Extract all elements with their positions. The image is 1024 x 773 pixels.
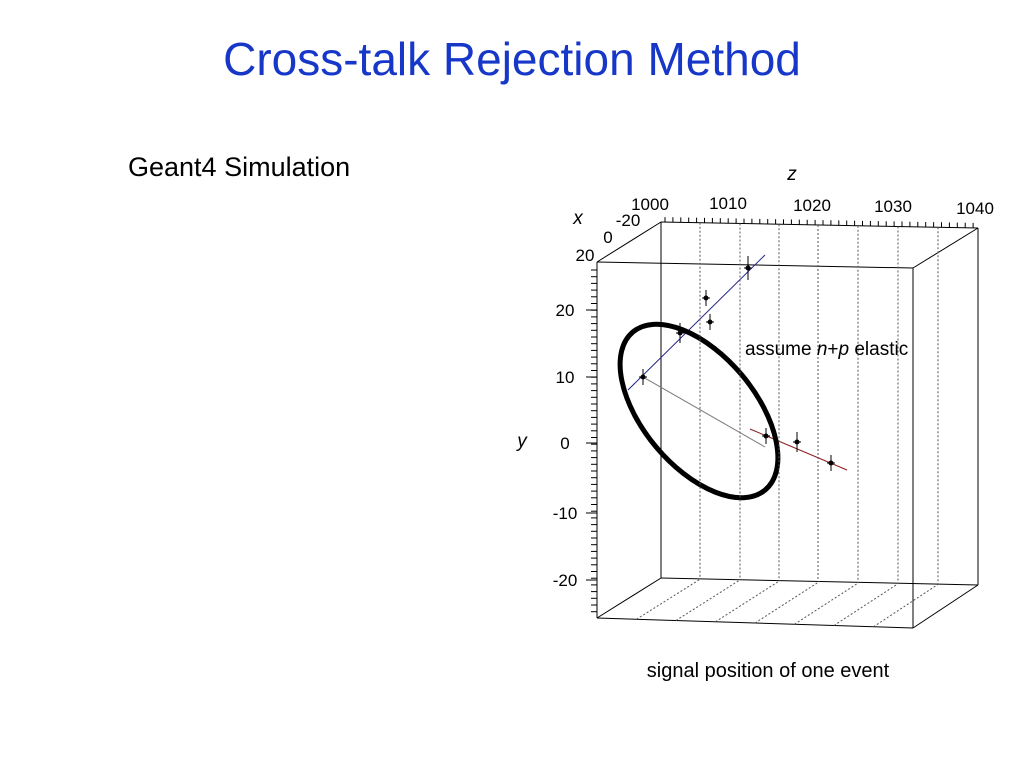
- x-axis-label: x: [572, 208, 584, 229]
- subtitle: Geant4 Simulation: [128, 152, 350, 182]
- x-tick-label: 0: [603, 228, 612, 247]
- grid-line: [794, 581, 860, 625]
- frame: [596, 221, 662, 263]
- y-axis-label: y: [515, 431, 528, 452]
- slide-title: Cross-talk Rejection Method: [223, 33, 801, 85]
- grid-line: [636, 578, 701, 620]
- hit: [763, 433, 769, 439]
- annotation: assume n+p elastic: [745, 339, 908, 360]
- frame: [596, 577, 662, 619]
- highlight-ellipse: [617, 321, 781, 501]
- caption: signal position of one event: [647, 660, 890, 682]
- y-tick-label: 10: [556, 368, 575, 387]
- frame: [912, 584, 979, 629]
- annotation-text: p: [838, 339, 850, 360]
- annotation-text: n: [817, 339, 828, 360]
- z-tick-label: 1030: [874, 197, 912, 216]
- z-tick-label: 1040: [956, 199, 994, 218]
- annotation-text: +: [827, 339, 838, 360]
- y-tick-label: -10: [553, 504, 578, 523]
- annotation-text: assume: [745, 339, 817, 360]
- hit: [640, 374, 646, 380]
- grid-line: [715, 580, 781, 623]
- track-blue: [627, 254, 766, 391]
- y-tick-label: 20: [556, 301, 575, 320]
- z-tick-label: 1020: [793, 196, 831, 215]
- y-tick-label: -20: [553, 571, 578, 590]
- grid-line: [833, 582, 900, 626]
- track-gray: [642, 376, 766, 448]
- hit: [707, 319, 713, 325]
- x-tick-label: 20: [576, 246, 595, 265]
- z-tick-label: 1000: [631, 195, 669, 214]
- frame: [660, 221, 979, 229]
- hit: [703, 295, 709, 301]
- x-tick-label: -20: [616, 211, 641, 230]
- hit: [794, 439, 800, 445]
- grid-line: [675, 579, 741, 621]
- z-tick-label: 1010: [709, 194, 747, 213]
- hit: [828, 460, 834, 466]
- grid-line: [873, 583, 939, 628]
- z-axis-label: z: [786, 164, 797, 185]
- frame: [912, 227, 979, 269]
- hit: [745, 265, 751, 271]
- y-tick-label: 0: [560, 434, 569, 453]
- annotation-text: elastic: [849, 339, 908, 360]
- grid-line: [754, 581, 820, 624]
- plot-3d: [586, 217, 979, 629]
